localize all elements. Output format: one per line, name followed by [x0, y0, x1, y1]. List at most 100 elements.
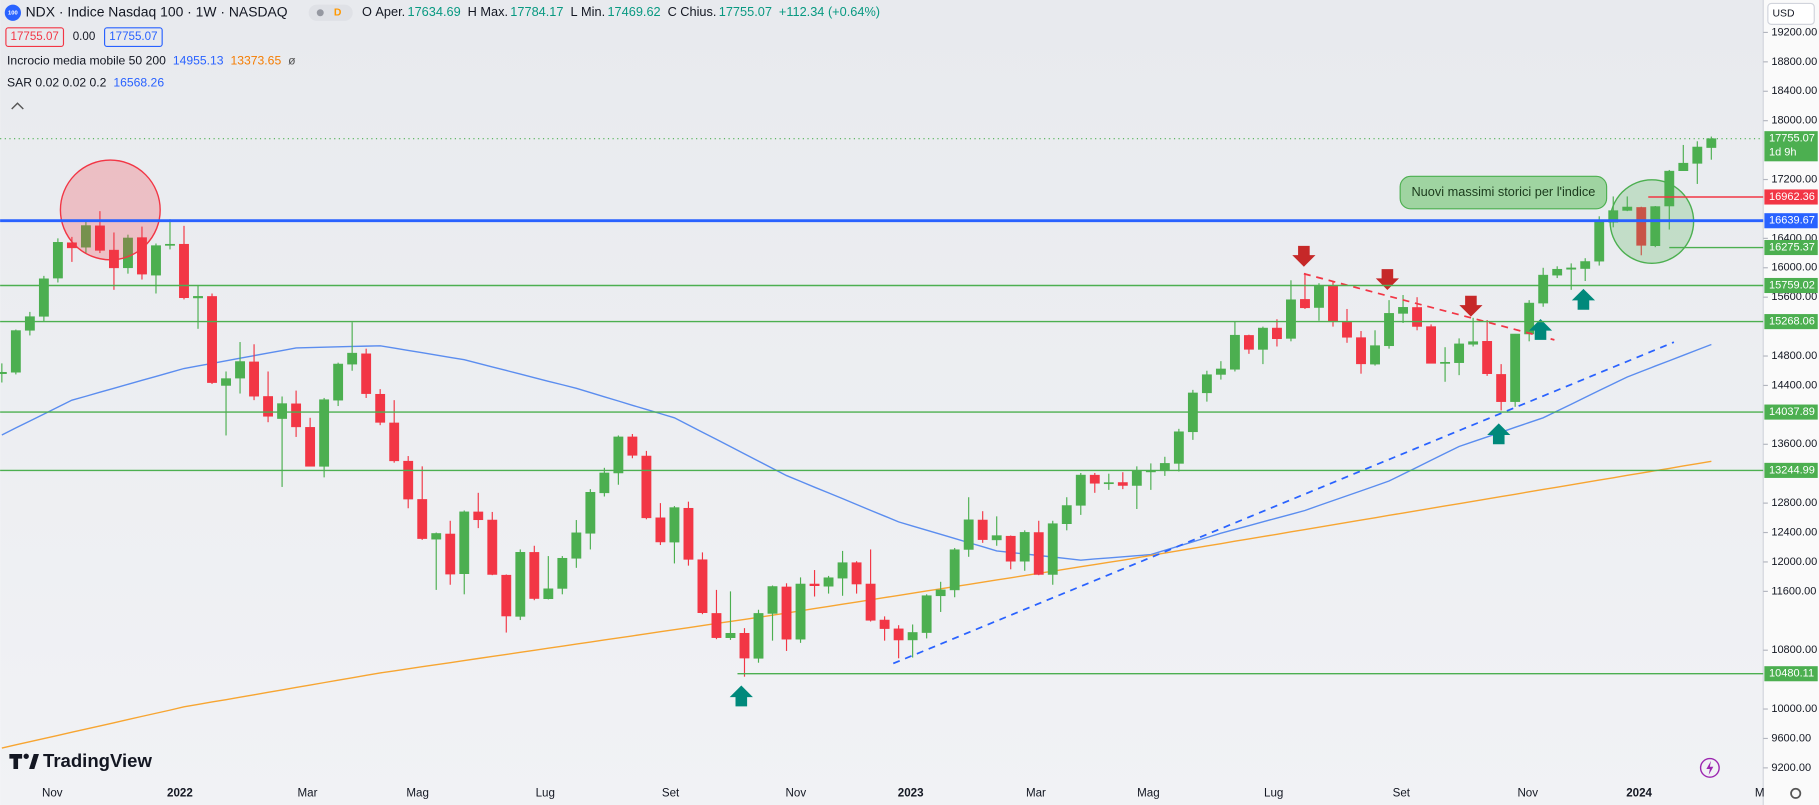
- candle-body: [585, 492, 596, 534]
- x-tick-label: M: [1755, 787, 1765, 799]
- candle-body: [10, 330, 21, 373]
- candle-body: [823, 577, 834, 587]
- candle-body: [403, 460, 414, 500]
- candle-body: [711, 613, 722, 638]
- legend-text: L: [570, 4, 577, 19]
- symbol-logo-text: 100: [8, 10, 18, 16]
- annotation-box: [1399, 175, 1608, 210]
- candle-body: [207, 296, 217, 383]
- last-price-label: 17755.07: [1769, 133, 1815, 145]
- currency-box[interactable]: [1767, 2, 1815, 25]
- price-level-label-bg: [1764, 404, 1818, 420]
- candle-body: [781, 586, 792, 640]
- price-level-label: 10480.11: [1769, 668, 1814, 680]
- brand-mark: [29, 753, 39, 770]
- candle-body: [1538, 274, 1549, 304]
- candle-body: [361, 353, 372, 394]
- candle-body: [1496, 374, 1507, 402]
- candle-body: [417, 499, 428, 539]
- countdown: 1d 9h: [1769, 147, 1797, 159]
- x-tick-label: Nov: [1517, 787, 1538, 799]
- legend-text: 16568.26: [113, 76, 164, 90]
- candle-body: [80, 225, 91, 248]
- candle-body: [1286, 299, 1296, 339]
- candle-body: [1173, 431, 1184, 464]
- status-badge: [308, 4, 353, 21]
- candle-body: [1426, 326, 1437, 364]
- candle-body: [431, 533, 442, 540]
- candle-body: [529, 552, 540, 599]
- y-tick-label: 18000.00: [1771, 115, 1817, 127]
- x-tick-label: Nov: [786, 787, 807, 799]
- price-level-label: 16639.67: [1769, 215, 1815, 227]
- candle-body: [1201, 374, 1212, 394]
- status-dot: [316, 9, 324, 17]
- candle-body: [137, 237, 147, 275]
- candle-body: [571, 532, 582, 559]
- candle-body: [277, 403, 288, 419]
- candle-body: [333, 363, 344, 401]
- candle-body: [1075, 474, 1086, 506]
- candle-body: [949, 549, 960, 591]
- candle-body: [1356, 337, 1366, 365]
- candle-body: [1314, 285, 1324, 308]
- x-tick-label: Mag: [1137, 787, 1160, 799]
- candle-body: [1300, 299, 1310, 309]
- alert-icon[interactable]: [1699, 757, 1720, 778]
- price-level-label: 16962.36: [1769, 191, 1815, 203]
- up-arrow: [1571, 288, 1596, 310]
- y-tick-label: 16000.00: [1771, 262, 1817, 274]
- candle-body: [291, 403, 302, 428]
- candle-body: [389, 422, 400, 462]
- candle-body: [1650, 206, 1661, 247]
- candle-body: [893, 628, 904, 641]
- candle-body: [1159, 463, 1170, 472]
- candle-body: [1229, 334, 1240, 370]
- candle-body: [501, 574, 512, 617]
- price-level-label-bg: [1764, 462, 1818, 478]
- candle-body: [809, 583, 820, 586]
- moving-average: [1, 343, 1712, 561]
- up-arrow: [729, 685, 753, 707]
- price-box: [5, 27, 65, 47]
- candle-body: [767, 586, 778, 614]
- candle-body: [249, 361, 259, 397]
- legend-text: Chius.: [680, 4, 716, 19]
- legend-text: 13373.65: [230, 54, 281, 68]
- candle-body: [907, 632, 918, 641]
- legend-text: NDX · Indice Nasdaq 100 · 1W · NASDAQ: [26, 3, 288, 19]
- highlight-circle: [59, 159, 161, 261]
- candle-body: [1370, 345, 1380, 365]
- brand: TradingView: [43, 750, 152, 771]
- candle-body: [1706, 138, 1717, 148]
- candle-body: [375, 393, 386, 423]
- alert-icon-bolt: [1706, 760, 1714, 775]
- price-level-label-bg: [1764, 277, 1818, 294]
- collapse-button[interactable]: [11, 102, 24, 110]
- trend-line: [892, 341, 1675, 665]
- x-tick-label: 2024: [1626, 787, 1652, 799]
- candle-body: [235, 361, 245, 379]
- candle-body: [38, 278, 49, 317]
- y-tick-label: 18400.00: [1771, 85, 1817, 97]
- price-level-label-bg: [1764, 189, 1818, 205]
- candle-body: [837, 562, 848, 579]
- settings-icon[interactable]: [1790, 787, 1802, 799]
- price-level-label: 14037.89: [1769, 406, 1815, 418]
- legend-text: 17755.07: [719, 4, 772, 19]
- legend-text: H: [468, 4, 477, 19]
- candle-body: [725, 632, 736, 638]
- legend-text: 14955.13: [173, 54, 224, 68]
- candle-body: [459, 511, 470, 575]
- price-level-label-bg: [1764, 213, 1818, 229]
- candle-body: [1005, 535, 1016, 562]
- candle-body: [1678, 162, 1689, 171]
- candle-body: [1117, 482, 1128, 486]
- candle-body: [795, 583, 806, 640]
- candle-body: [1328, 285, 1338, 322]
- y-tick-label: 13600.00: [1771, 438, 1817, 450]
- x-tick-label: Set: [1393, 787, 1411, 799]
- candle-body: [1258, 327, 1268, 350]
- down-arrow: [1292, 245, 1316, 267]
